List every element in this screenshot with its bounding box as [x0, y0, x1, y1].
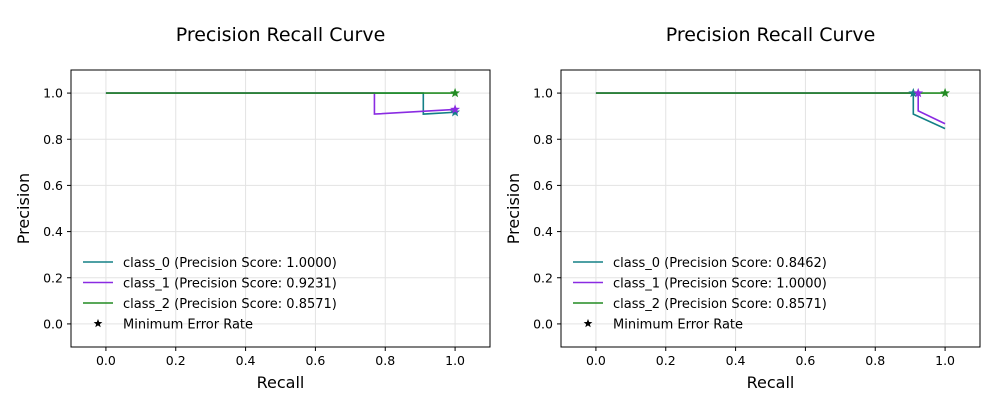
plot-frame [70, 69, 491, 348]
chart-title: Precision Recall Curve [176, 24, 386, 46]
x-tick-label: 0.6 [795, 353, 815, 368]
series-line-1 [105, 92, 456, 115]
x-tick-label: 0.4 [236, 353, 256, 368]
legend-entry-series-1: class_1 (Precision Score: 0.9231) [83, 277, 337, 292]
star-icon [93, 318, 103, 328]
y-tick-label: 1.0 [533, 86, 553, 101]
min-error-star-2 [940, 87, 951, 98]
y-axis-label: Precision [504, 173, 523, 244]
y-tick-label: 0.8 [533, 132, 553, 147]
tick-layer: 0.0 0.2 0.4 0.6 0.8 1.0 0.0 0.2 0.4 0.6 0.8 1.0 [43, 86, 465, 368]
y-tick-label: 0.6 [43, 178, 63, 193]
min-error-star-0 [908, 87, 919, 98]
min-error-star-2 [450, 87, 461, 98]
chart-panel-left: Precision Recall Curve Recall Precision … [14, 24, 491, 392]
x-tick-label: 0.2 [656, 353, 676, 368]
legend-label: class_2 (Precision Score: 0.8571) [613, 297, 827, 312]
legend: class_0 (Precision Score: 0.8462) class_… [573, 256, 827, 333]
x-axis-label: Recall [747, 373, 795, 392]
legend-label: Minimum Error Rate [613, 318, 743, 333]
min-error-star-0 [450, 107, 461, 117]
legend-entry-series-2: class_2 (Precision Score: 0.8571) [573, 297, 827, 312]
x-tick-label: 0.8 [375, 353, 395, 368]
y-tick-label: 0.4 [43, 224, 63, 239]
y-tick-label: 0.6 [533, 178, 553, 193]
series-line-0 [595, 92, 946, 130]
legend-entry-marker: Minimum Error Rate [583, 318, 743, 333]
x-tick-label: 1.0 [935, 353, 955, 368]
legend-entry-marker: Minimum Error Rate [93, 318, 253, 333]
series-line-1 [595, 92, 946, 125]
legend-label: class_1 (Precision Score: 1.0000) [613, 277, 827, 292]
x-tick-label: 1.0 [445, 353, 465, 368]
series-line-0 [105, 92, 456, 115]
legend-entry-series-0: class_0 (Precision Score: 1.0000) [83, 256, 337, 271]
x-tick-label: 0.0 [586, 353, 606, 368]
legend-label: class_0 (Precision Score: 0.8462) [613, 256, 827, 271]
legend-label: class_1 (Precision Score: 0.9231) [123, 277, 337, 292]
x-axis-label: Recall [257, 373, 305, 392]
chart-title: Precision Recall Curve [666, 24, 876, 46]
y-tick-label: 0.8 [43, 132, 63, 147]
legend-label: class_0 (Precision Score: 1.0000) [123, 256, 337, 271]
y-tick-label: 1.0 [43, 86, 63, 101]
y-tick-label: 0.2 [533, 270, 553, 285]
y-tick-label: 0.0 [533, 316, 553, 331]
x-tick-label: 0.8 [865, 353, 885, 368]
x-tick-label: 0.6 [305, 353, 325, 368]
legend-label: class_2 (Precision Score: 0.8571) [123, 297, 337, 312]
x-tick-label: 0.2 [166, 353, 186, 368]
plot-frame [560, 69, 981, 348]
legend: class_0 (Precision Score: 1.0000) class_… [83, 256, 337, 333]
min-error-star-1 [913, 87, 924, 98]
legend-entry-series-0: class_0 (Precision Score: 0.8462) [573, 256, 827, 271]
y-axis-label: Precision [14, 173, 33, 244]
x-tick-label: 0.4 [726, 353, 746, 368]
min-error-star-1 [450, 104, 461, 114]
y-tick-label: 0.0 [43, 316, 63, 331]
legend-entry-series-2: class_2 (Precision Score: 0.8571) [83, 297, 337, 312]
y-tick-label: 0.2 [43, 270, 63, 285]
y-tick-label: 0.4 [533, 224, 553, 239]
x-tick-label: 0.0 [96, 353, 116, 368]
grid [561, 70, 980, 347]
chart-panel-right: Precision Recall Curve Recall Precision … [504, 24, 981, 392]
series-layer [595, 87, 951, 130]
legend-entry-series-1: class_1 (Precision Score: 1.0000) [573, 277, 827, 292]
tick-layer: 0.0 0.2 0.4 0.6 0.8 1.0 0.0 0.2 0.4 0.6 0.8 1.0 [533, 86, 955, 368]
series-layer [105, 87, 461, 117]
legend-label: Minimum Error Rate [123, 318, 253, 333]
star-icon [583, 318, 593, 328]
